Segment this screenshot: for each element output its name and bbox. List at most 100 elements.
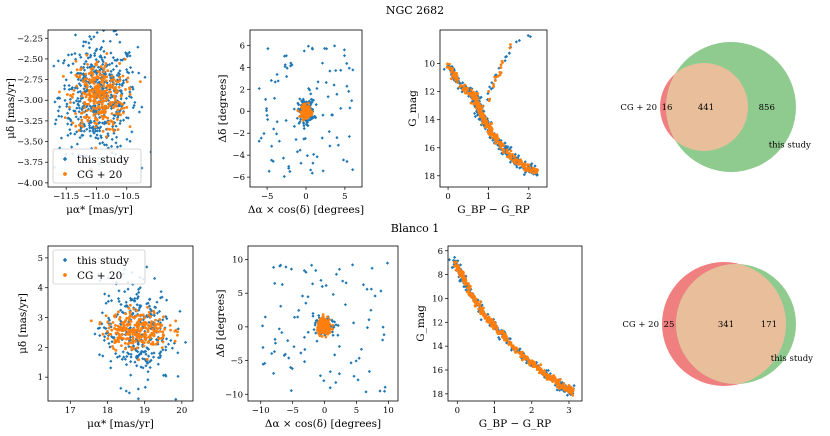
this-study-point	[89, 134, 93, 138]
cg20-point	[97, 100, 101, 104]
this-study-point	[305, 154, 309, 158]
cg20-point	[131, 336, 135, 340]
cg20-point	[528, 169, 532, 173]
cg20-point	[137, 313, 140, 317]
this-study-point	[479, 123, 483, 127]
y-tick-label: −5	[230, 357, 243, 367]
cg20-point	[530, 359, 534, 363]
this-study-point	[453, 259, 457, 263]
this-study-point	[472, 111, 477, 116]
this-study-point	[330, 330, 335, 334]
this-study-point	[112, 116, 116, 121]
this-study-point	[496, 143, 500, 147]
this-study-point	[373, 294, 377, 298]
cg20-point	[138, 80, 142, 84]
cg20-point	[142, 333, 146, 337]
cg20-point	[558, 377, 562, 381]
cg20-point	[106, 320, 110, 324]
y-tick-label: −10	[225, 390, 243, 400]
cg20-point	[324, 331, 327, 335]
cg20-point	[327, 318, 331, 322]
cg20-point	[468, 93, 472, 97]
cg20-point	[501, 61, 504, 64]
this-study-point	[141, 366, 145, 370]
this-study-point	[156, 362, 160, 366]
this-study-point	[94, 49, 98, 53]
cg20-point	[118, 79, 122, 82]
cg20-point	[525, 357, 529, 361]
cg20-point	[94, 90, 98, 93]
cg20-point	[106, 120, 110, 124]
cg20-point	[531, 362, 535, 365]
this-study-point	[88, 119, 92, 123]
cg20-point	[446, 62, 449, 66]
this-study-point	[275, 120, 279, 124]
this-study-point	[63, 98, 67, 103]
this-study-point	[352, 374, 356, 378]
this-study-point	[261, 362, 265, 366]
this-study-point	[75, 130, 79, 134]
cg20-point	[85, 93, 89, 97]
cg20-point	[557, 383, 561, 387]
cg20-point	[87, 88, 91, 92]
this-study-point	[82, 62, 87, 66]
cg20-point	[151, 327, 155, 331]
this-study-point	[478, 96, 482, 100]
this-study-point	[139, 304, 143, 308]
this-study-point	[351, 68, 355, 72]
cg20-point	[516, 162, 520, 166]
this-study-point	[322, 379, 326, 383]
cg20-point	[131, 327, 135, 331]
this-study-point	[158, 321, 163, 325]
this-study-point	[318, 374, 323, 378]
y-tick-label: 14	[432, 342, 443, 352]
cg20-point	[83, 106, 86, 109]
this-study-point	[317, 313, 321, 318]
this-study-point	[127, 391, 131, 395]
cg20-point	[103, 104, 107, 108]
cg20-point	[131, 339, 135, 342]
cg20-point	[494, 142, 498, 145]
this-study-point	[99, 55, 104, 60]
this-study-point	[334, 68, 338, 73]
y-tick-label: 16	[424, 144, 435, 154]
cg20-point	[146, 324, 150, 327]
cg20-point	[106, 116, 110, 120]
this-study-point	[88, 34, 92, 39]
this-study-point	[98, 129, 102, 133]
this-study-point	[277, 327, 281, 331]
this-study-point	[109, 366, 113, 370]
cg20-point	[161, 340, 165, 344]
cg20-point	[83, 102, 87, 106]
this-study-point	[379, 289, 383, 293]
this-study-point	[507, 51, 512, 55]
this-study-point	[103, 335, 107, 339]
this-study-point	[123, 290, 127, 294]
this-study-point	[530, 162, 534, 166]
this-study-point	[273, 80, 277, 84]
this-study-point	[292, 124, 297, 128]
cg20-point	[474, 297, 478, 301]
this-study-point	[125, 330, 129, 334]
this-study-point	[285, 66, 289, 70]
this-study-point	[165, 317, 169, 321]
this-study-point	[127, 71, 131, 75]
cg20-point	[125, 327, 129, 331]
cg20-point	[153, 322, 156, 325]
points-group	[448, 255, 576, 397]
this-study-point	[315, 155, 319, 159]
this-study-point	[118, 69, 122, 73]
this-study-point	[103, 120, 107, 124]
this-study-point	[302, 126, 306, 131]
cg20-point	[120, 332, 124, 336]
this-study-point	[78, 53, 82, 57]
cg20-point	[456, 267, 459, 271]
y-tick-label: 6	[240, 41, 245, 51]
this-study-point	[165, 298, 169, 302]
this-study-point	[159, 290, 163, 294]
this-study-point	[118, 144, 123, 148]
this-study-point	[143, 75, 147, 79]
this-study-point	[76, 96, 80, 101]
cg20-point	[513, 346, 517, 350]
this-study-point	[59, 136, 64, 140]
